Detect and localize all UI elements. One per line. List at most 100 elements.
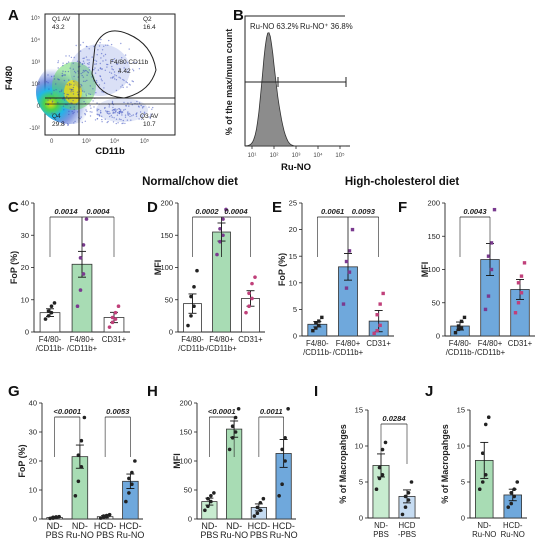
category-label: ND- xyxy=(477,521,491,530)
y-axis-title: MFI xyxy=(420,262,430,278)
category-label: HCD- xyxy=(272,521,295,531)
svg-text:10²: 10² xyxy=(31,82,40,88)
p-value-label: 0.0011 xyxy=(260,407,283,416)
data-point xyxy=(344,259,349,264)
data-point xyxy=(75,304,80,309)
category-label: F4/80+ xyxy=(478,339,503,348)
p-value-label: 0.0284 xyxy=(382,414,406,423)
category-label: PBS xyxy=(250,530,268,540)
flow-cytometry-plot: Q1 AV 43.2 Q2 16.4 Q3 AV 10.7 Q4 29.8 F4… xyxy=(4,13,176,157)
p-value-label: 0.0014 xyxy=(54,207,78,216)
category-label: ND- xyxy=(226,521,242,531)
data-point xyxy=(372,331,376,336)
data-point xyxy=(341,302,346,306)
y-tick-label: 200 xyxy=(160,199,173,208)
category-label: F4/80- xyxy=(306,339,329,348)
y-tick-label: 20 xyxy=(289,225,297,234)
svg-text:10⁴: 10⁴ xyxy=(110,138,120,145)
y-axis-title: MFI xyxy=(153,260,163,276)
data-point xyxy=(52,301,57,305)
data-point xyxy=(192,285,196,289)
category-label: /CD11b+ xyxy=(475,348,506,357)
data-point xyxy=(230,424,235,429)
bar-chart-f: 0 50 100 150 200 MFI F4/80-/CD11b-F4/80+/CD11b… xyxy=(420,199,535,357)
panel-label-e: E xyxy=(272,199,282,216)
data-point xyxy=(82,415,87,420)
data-point xyxy=(104,513,109,518)
data-point xyxy=(489,241,494,245)
data-point xyxy=(224,207,228,212)
hist-annotation-negative: Ru-NO 63.2% xyxy=(250,22,299,31)
data-point xyxy=(107,512,112,517)
quadrant-q1-value: 43.2 xyxy=(52,24,65,31)
category-label: Ru-NO xyxy=(501,530,525,539)
histogram-plot: Ru-NO 63.2% Ru-NO⁺ 36.8% % of the max/mu… xyxy=(224,15,353,173)
data-point xyxy=(519,274,524,278)
panel-label-c: C xyxy=(8,199,19,216)
category-label: /CD11b+ xyxy=(333,348,364,357)
data-point xyxy=(130,482,134,487)
category-label: F4/80+ xyxy=(209,335,234,344)
flow-y-axis-label: F4/80 xyxy=(4,66,15,90)
data-point xyxy=(380,447,385,452)
data-point xyxy=(483,473,488,477)
data-point xyxy=(49,310,54,315)
panel-label-a: A xyxy=(8,7,19,24)
panel-label-j: J xyxy=(425,383,433,400)
data-point xyxy=(383,440,388,445)
quadrant-q1-label: Q1 AV xyxy=(52,16,71,23)
y-axis-title: FoP (%) xyxy=(9,251,19,284)
data-point xyxy=(258,508,263,513)
svg-text:10⁵: 10⁵ xyxy=(140,138,150,145)
data-point xyxy=(244,310,248,315)
y-tick-label: 50 xyxy=(432,298,440,307)
data-point xyxy=(73,494,78,498)
section-hc-diet: High-cholesterol diet xyxy=(345,176,460,188)
data-point xyxy=(516,281,521,285)
p-value-label: <0.0001 xyxy=(53,407,81,416)
data-point xyxy=(344,286,349,290)
y-tick-label: 200 xyxy=(427,199,440,208)
data-point xyxy=(233,430,238,434)
data-point xyxy=(378,323,382,328)
data-point xyxy=(280,482,284,487)
data-point xyxy=(456,324,461,328)
y-tick-label: 40 xyxy=(29,399,37,408)
panel-label-i: I xyxy=(314,383,318,400)
y-tick-label: 0 xyxy=(293,332,297,341)
data-point xyxy=(203,508,207,513)
hist-x-tick: 10² xyxy=(270,153,279,159)
y-tick-label: 20 xyxy=(29,457,37,466)
data-point xyxy=(459,326,464,330)
data-point xyxy=(480,451,485,456)
data-point xyxy=(247,291,251,296)
category-label: CD31+ xyxy=(238,335,263,344)
svg-text:0: 0 xyxy=(50,139,54,145)
category-label: /CD11b- xyxy=(303,348,332,357)
data-point xyxy=(378,302,382,306)
category-label: ND- xyxy=(374,521,388,530)
category-label: Ru-NO xyxy=(270,530,298,540)
data-point xyxy=(286,407,290,411)
data-point xyxy=(512,487,517,492)
y-tick-label: 0 xyxy=(188,515,192,524)
data-point xyxy=(277,494,281,498)
data-point xyxy=(255,511,260,515)
category-label: /CD11b- xyxy=(36,344,65,353)
category-label: ND- xyxy=(72,521,88,531)
data-point xyxy=(206,504,210,509)
data-point xyxy=(250,281,254,286)
data-point xyxy=(462,315,467,320)
data-point xyxy=(512,494,517,499)
data-point xyxy=(78,288,83,292)
data-point xyxy=(124,499,128,504)
svg-text:10⁵: 10⁵ xyxy=(31,15,41,22)
panel-label-h: H xyxy=(147,383,158,400)
y-tick-label: 10 xyxy=(21,295,29,304)
panel-label-b: B xyxy=(233,7,244,24)
bar-chart-i: 0 5 10 15 % of Macropahges ND-PBS HCD-PBS 0.028… xyxy=(338,406,420,539)
data-point xyxy=(374,487,379,492)
svg-text:0: 0 xyxy=(37,104,41,110)
data-point xyxy=(81,243,86,247)
data-point xyxy=(519,291,524,295)
